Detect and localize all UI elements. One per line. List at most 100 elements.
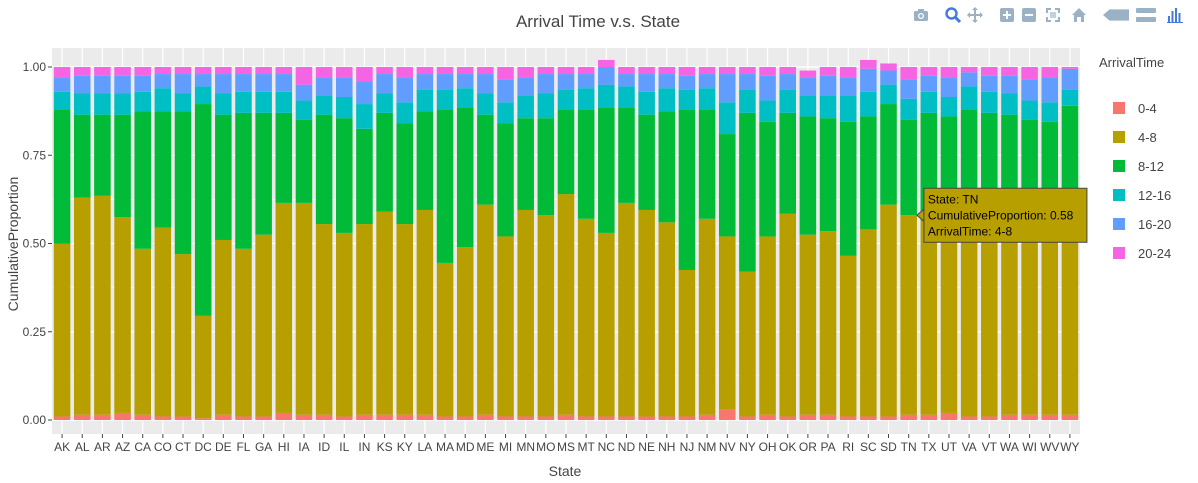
bar-segment[interactable] xyxy=(1041,229,1059,415)
bar-segment[interactable] xyxy=(537,416,555,420)
bar-segment[interactable] xyxy=(819,95,837,119)
bar-segment[interactable] xyxy=(739,271,756,417)
bar-segment[interactable] xyxy=(678,75,696,90)
bar-segment[interactable] xyxy=(235,112,252,249)
bar-segment[interactable] xyxy=(517,118,534,210)
bar-segment[interactable] xyxy=(940,225,958,413)
bar-segment[interactable] xyxy=(94,67,111,76)
bar-segment[interactable] xyxy=(1001,215,1018,415)
bar-segment[interactable] xyxy=(376,67,393,75)
bar-segment[interactable] xyxy=(215,93,232,115)
bar-segment[interactable] xyxy=(416,89,434,112)
bar-segment[interactable] xyxy=(356,81,373,105)
bar-segment[interactable] xyxy=(638,416,655,420)
zoom-in-icon[interactable] xyxy=(998,6,1016,24)
bar-segment[interactable] xyxy=(215,114,232,240)
bar-segment[interactable] xyxy=(134,91,151,112)
bar-segment[interactable] xyxy=(356,67,373,82)
legend-item[interactable]: 12-16 xyxy=(1113,188,1171,203)
bar-segment[interactable] xyxy=(336,118,353,233)
bar-segment[interactable] xyxy=(436,109,454,263)
bar-segment[interactable] xyxy=(154,74,172,89)
legend-item[interactable]: 20-24 xyxy=(1113,246,1171,261)
bar-segment[interactable] xyxy=(557,414,575,420)
bar-segment[interactable] xyxy=(1061,414,1079,420)
bar-segment[interactable] xyxy=(537,93,555,119)
bar-segment[interactable] xyxy=(557,109,575,195)
bar-segment[interactable] xyxy=(114,75,131,94)
bar-segment[interactable] xyxy=(255,91,272,113)
bar-segment[interactable] xyxy=(839,416,857,420)
bar-segment[interactable] xyxy=(940,77,958,98)
bar-segment[interactable] xyxy=(477,414,494,420)
bar-segment[interactable] xyxy=(315,114,333,225)
bar-segment[interactable] xyxy=(799,234,817,415)
bar-segment[interactable] xyxy=(638,209,655,417)
bar-segment[interactable] xyxy=(638,67,655,75)
bar-segment[interactable] xyxy=(356,224,373,415)
bar-segment[interactable] xyxy=(194,86,212,105)
bar-segment[interactable] xyxy=(456,67,474,75)
bar-segment[interactable] xyxy=(698,109,716,219)
bar-segment[interactable] xyxy=(1061,67,1079,69)
bar-segment[interactable] xyxy=(315,414,333,420)
autoscale-icon[interactable] xyxy=(1044,6,1062,24)
bar-segment[interactable] xyxy=(718,67,736,75)
bar-segment[interactable] xyxy=(295,414,313,420)
bar-segment[interactable] xyxy=(860,91,877,117)
bar-segment[interactable] xyxy=(275,112,293,203)
bar-segment[interactable] xyxy=(799,116,817,235)
bar-segment[interactable] xyxy=(215,239,232,415)
bar-segment[interactable] xyxy=(557,74,575,90)
bar-segment[interactable] xyxy=(960,416,978,420)
bar-segment[interactable] xyxy=(860,59,877,69)
bar-segment[interactable] xyxy=(577,67,595,75)
bar-segment[interactable] xyxy=(739,89,756,113)
bar-segment[interactable] xyxy=(114,67,131,76)
bar-segment[interactable] xyxy=(456,416,474,420)
bar-segment[interactable] xyxy=(336,232,353,417)
bar-segment[interactable] xyxy=(114,114,131,218)
zoom-out-icon[interactable] xyxy=(1020,6,1038,24)
bar-segment[interactable] xyxy=(416,209,434,415)
bar-segment[interactable] xyxy=(819,231,837,415)
legend-item[interactable]: 4-8 xyxy=(1113,130,1157,145)
bar-segment[interactable] xyxy=(94,114,111,196)
bar-segment[interactable] xyxy=(73,197,91,415)
bar-segment[interactable] xyxy=(174,93,192,112)
bar-segment[interactable] xyxy=(718,74,736,103)
bar-segment[interactable] xyxy=(598,107,615,233)
bar-segment[interactable] xyxy=(73,75,91,94)
bar-segment[interactable] xyxy=(860,68,877,92)
bar-segment[interactable] xyxy=(860,116,877,230)
bar-segment[interactable] xyxy=(255,416,272,420)
bar-segment[interactable] xyxy=(718,134,736,237)
hover-closest-icon[interactable] xyxy=(1102,6,1130,24)
bar-segment[interactable] xyxy=(477,67,494,75)
bar-segment[interactable] xyxy=(134,67,151,76)
bar-segment[interactable] xyxy=(53,91,71,110)
bar-segment[interactable] xyxy=(134,414,151,420)
bar-segment[interactable] xyxy=(174,254,192,417)
bar-segment[interactable] xyxy=(396,77,414,103)
bar-segment[interactable] xyxy=(497,79,514,103)
bar-segment[interactable] xyxy=(739,74,756,90)
bar-segment[interactable] xyxy=(880,104,897,205)
bar-segment[interactable] xyxy=(1061,225,1079,415)
bar-segment[interactable] xyxy=(981,75,998,92)
bar-segment[interactable] xyxy=(577,416,595,420)
bar-segment[interactable] xyxy=(356,414,373,420)
bar-segment[interactable] xyxy=(577,88,595,110)
bar-segment[interactable] xyxy=(759,414,776,420)
bar-segment[interactable] xyxy=(839,255,857,417)
bar-segment[interactable] xyxy=(134,111,151,249)
bar-segment[interactable] xyxy=(981,91,998,113)
bar-segment[interactable] xyxy=(920,91,938,113)
bar-segment[interactable] xyxy=(618,86,635,108)
bar-segment[interactable] xyxy=(577,218,595,417)
bar-segment[interactable] xyxy=(517,67,534,78)
bar-segment[interactable] xyxy=(416,111,434,210)
bar-segment[interactable] xyxy=(658,416,676,420)
bar-segment[interactable] xyxy=(920,75,938,92)
bar-segment[interactable] xyxy=(638,74,655,92)
